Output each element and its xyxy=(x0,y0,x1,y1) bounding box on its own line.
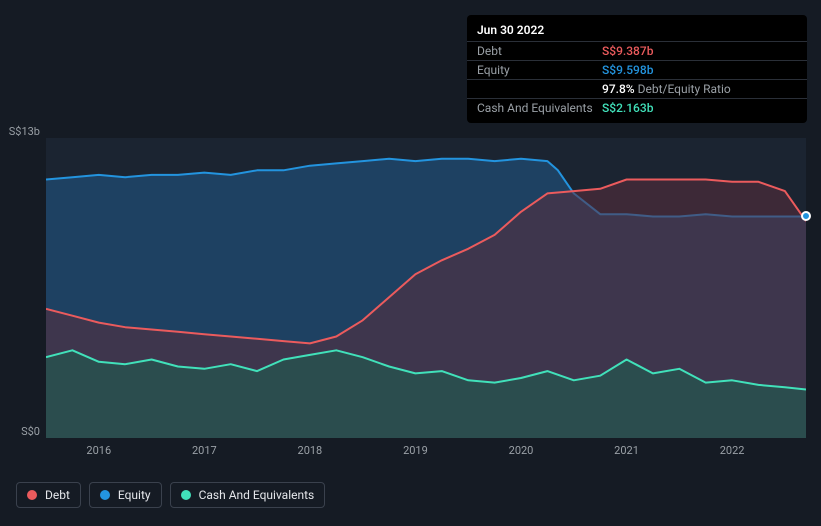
tooltip-row-value: S$9.387b xyxy=(602,44,653,58)
legend-label: Cash And Equivalents xyxy=(199,488,315,502)
x-axis-tick: 2019 xyxy=(403,444,428,457)
y-axis-label-max: S$13b xyxy=(9,125,40,138)
legend-label: Debt xyxy=(45,488,70,502)
tooltip-row: Cash And EquivalentsS$2.163b xyxy=(467,98,807,117)
x-axis-tick: 2017 xyxy=(192,444,217,457)
tooltip-row: EquityS$9.598b xyxy=(467,60,807,79)
legend-item[interactable]: Debt xyxy=(16,482,81,508)
chart-tooltip: Jun 30 2022 DebtS$9.387bEquityS$9.598b97… xyxy=(467,15,807,123)
legend-swatch xyxy=(181,490,191,500)
x-axis: 2016 2017 2018 2019 2020 2021 2022 xyxy=(46,444,806,464)
legend-item[interactable]: Cash And Equivalents xyxy=(170,482,326,508)
tooltip-row-label: Equity xyxy=(477,63,602,77)
tooltip-row: DebtS$9.387b xyxy=(467,41,807,60)
tooltip-row: 97.8% Debt/Equity Ratio xyxy=(467,79,807,98)
x-axis-tick: 2022 xyxy=(720,444,745,457)
tooltip-row-value: S$9.598b xyxy=(602,63,653,77)
x-axis-tick: 2018 xyxy=(298,444,323,457)
tooltip-row-label: Debt xyxy=(477,44,602,58)
chart-plot[interactable] xyxy=(46,138,806,438)
tooltip-row-label xyxy=(477,82,602,96)
x-axis-tick: 2021 xyxy=(614,444,639,457)
legend-label: Equity xyxy=(118,488,151,502)
tooltip-row-value: S$2.163b xyxy=(602,101,653,115)
tooltip-row-label: Cash And Equivalents xyxy=(477,101,602,115)
tooltip-rows: DebtS$9.387bEquityS$9.598b97.8% Debt/Equ… xyxy=(467,41,807,117)
legend-swatch xyxy=(27,490,37,500)
tooltip-row-value: 97.8% Debt/Equity Ratio xyxy=(602,82,731,96)
x-axis-tick: 2016 xyxy=(86,444,111,457)
chart-legend: Debt Equity Cash And Equivalents xyxy=(16,482,325,508)
legend-item[interactable]: Equity xyxy=(89,482,162,508)
x-axis-tick: 2020 xyxy=(509,444,534,457)
tooltip-date: Jun 30 2022 xyxy=(467,21,807,41)
legend-swatch xyxy=(100,490,110,500)
chart-cursor-dot xyxy=(801,211,811,221)
y-axis-label-min: S$0 xyxy=(21,425,40,438)
